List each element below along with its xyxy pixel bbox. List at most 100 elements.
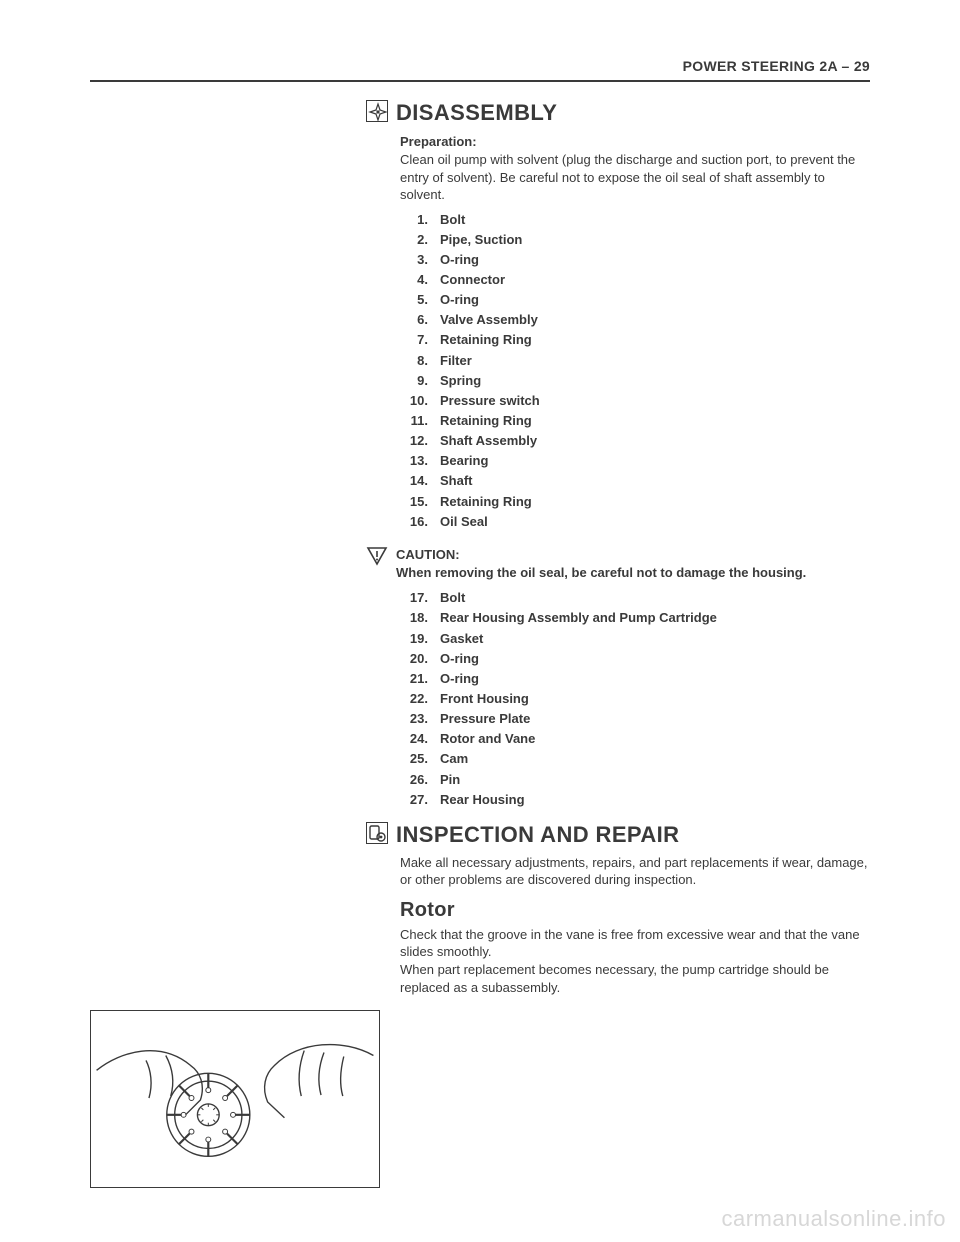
caution-body: When removing the oil seal, be careful n… xyxy=(396,564,806,582)
item-label: Retaining Ring xyxy=(440,330,532,350)
item-label: Pressure Plate xyxy=(440,709,530,729)
item-number: 24. xyxy=(400,729,428,749)
item-label: Connector xyxy=(440,270,505,290)
header-text: POWER STEERING 2A – 29 xyxy=(90,58,870,74)
list-item: 13. Bearing xyxy=(400,451,870,471)
list-item: 11. Retaining Ring xyxy=(400,411,870,431)
list-item: 7. Retaining Ring xyxy=(400,330,870,350)
inspection-icon xyxy=(366,822,388,844)
item-number: 23. xyxy=(400,709,428,729)
list-item: 4. Connector xyxy=(400,270,870,290)
item-label: Valve Assembly xyxy=(440,310,538,330)
list-item: 10.Pressure switch xyxy=(400,391,870,411)
item-number: 17. xyxy=(400,588,428,608)
item-label: Bolt xyxy=(440,210,465,230)
item-label: Spring xyxy=(440,371,481,391)
item-label: O-ring xyxy=(440,669,479,689)
item-label: Bolt xyxy=(440,588,465,608)
item-label: O-ring xyxy=(440,290,479,310)
rotor-text: Check that the groove in the vane is fre… xyxy=(400,926,870,996)
item-number: 2. xyxy=(400,230,428,250)
list-item: 16. Oil Seal xyxy=(400,512,870,532)
list-item: 20. O-ring xyxy=(400,649,870,669)
list-item: 26.Pin xyxy=(400,770,870,790)
item-label: Shaft Assembly xyxy=(440,431,537,451)
disassembly-icon xyxy=(366,100,388,122)
rotor-title: Rotor xyxy=(400,899,870,922)
item-number: 25. xyxy=(400,749,428,769)
list-item: 8. Filter xyxy=(400,351,870,371)
item-number: 12. xyxy=(400,431,428,451)
list-item: 27. Rear Housing xyxy=(400,790,870,810)
item-number: 14. xyxy=(400,471,428,491)
list-item: 17. Bolt xyxy=(400,588,870,608)
item-label: Retaining Ring xyxy=(440,411,532,431)
item-label: Bearing xyxy=(440,451,488,471)
item-label: Retaining Ring xyxy=(440,492,532,512)
parts-list-2: 17. Bolt 18. Rear Housing Assembly and Pump… xyxy=(400,588,870,810)
caution-label: CAUTION: xyxy=(396,546,806,564)
item-label: Filter xyxy=(440,351,472,371)
item-number: 16. xyxy=(400,512,428,532)
list-item: 14. Shaft xyxy=(400,471,870,491)
list-item: 5.O-ring xyxy=(400,290,870,310)
caution-icon xyxy=(366,546,388,566)
item-number: 4. xyxy=(400,270,428,290)
list-item: 3. O-ring xyxy=(400,250,870,270)
parts-list-1: 1. Bolt 2. Pipe, Suction 3. O-ring 4. Connector… xyxy=(400,210,870,532)
item-number: 15. xyxy=(400,492,428,512)
caution-block: CAUTION: When removing the oil seal, be … xyxy=(400,546,870,582)
rotor-figure xyxy=(90,1010,380,1188)
inspection-block: INSPECTION AND REPAIR Make all necessary… xyxy=(400,822,870,889)
item-label: Rotor and Vane xyxy=(440,729,535,749)
item-label: Oil Seal xyxy=(440,512,488,532)
item-label: Pressure switch xyxy=(440,391,540,411)
item-label: Pipe, Suction xyxy=(440,230,522,250)
preparation-label: Preparation: xyxy=(400,134,870,149)
disassembly-heading-row: DISASSEMBLY xyxy=(366,100,870,126)
item-number: 18. xyxy=(400,608,428,628)
item-label: Gasket xyxy=(440,629,483,649)
inspection-text: Make all necessary adjustments, repairs,… xyxy=(400,854,870,889)
list-item: 12. Shaft Assembly xyxy=(400,431,870,451)
rotor-block: Rotor Check that the groove in the vane … xyxy=(400,899,870,996)
item-number: 3. xyxy=(400,250,428,270)
item-label: O-ring xyxy=(440,250,479,270)
list-item: 21. O-ring xyxy=(400,669,870,689)
item-label: Pin xyxy=(440,770,460,790)
item-number: 13. xyxy=(400,451,428,471)
item-number: 22. xyxy=(400,689,428,709)
list-item: 6. Valve Assembly xyxy=(400,310,870,330)
item-number: 1. xyxy=(400,210,428,230)
item-number: 20. xyxy=(400,649,428,669)
item-number: 11. xyxy=(400,411,428,431)
list-item: 18. Rear Housing Assembly and Pump Cartri… xyxy=(400,608,870,628)
item-number: 7. xyxy=(400,330,428,350)
list-item: 25. Cam xyxy=(400,749,870,769)
list-item: 1. Bolt xyxy=(400,210,870,230)
item-number: 8. xyxy=(400,351,428,371)
item-number: 21. xyxy=(400,669,428,689)
item-label: Rear Housing Assembly and Pump Cartridge xyxy=(440,608,717,628)
list-item: 23. Pressure Plate xyxy=(400,709,870,729)
list-item: 24. Rotor and Vane xyxy=(400,729,870,749)
item-label: O-ring xyxy=(440,649,479,669)
list-item: 15. Retaining Ring xyxy=(400,492,870,512)
item-number: 6. xyxy=(400,310,428,330)
list-item: 22. Front Housing xyxy=(400,689,870,709)
inspection-title: INSPECTION AND REPAIR xyxy=(396,822,679,848)
item-label: Shaft xyxy=(440,471,473,491)
page-header: POWER STEERING 2A – 29 xyxy=(90,58,870,82)
item-number: 19. xyxy=(400,629,428,649)
item-number: 9. xyxy=(400,371,428,391)
caution-text-wrap: CAUTION: When removing the oil seal, be … xyxy=(396,546,806,582)
content-column: DISASSEMBLY Preparation: Clean oil pump … xyxy=(400,100,870,996)
preparation-text: Clean oil pump with solvent (plug the di… xyxy=(400,151,870,204)
list-item: 9. Spring xyxy=(400,371,870,391)
item-number: 27. xyxy=(400,790,428,810)
watermark: carmanualsonline.info xyxy=(721,1206,946,1232)
item-label: Cam xyxy=(440,749,468,769)
list-item: 19. Gasket xyxy=(400,629,870,649)
item-label: Front Housing xyxy=(440,689,529,709)
item-label: Rear Housing xyxy=(440,790,525,810)
